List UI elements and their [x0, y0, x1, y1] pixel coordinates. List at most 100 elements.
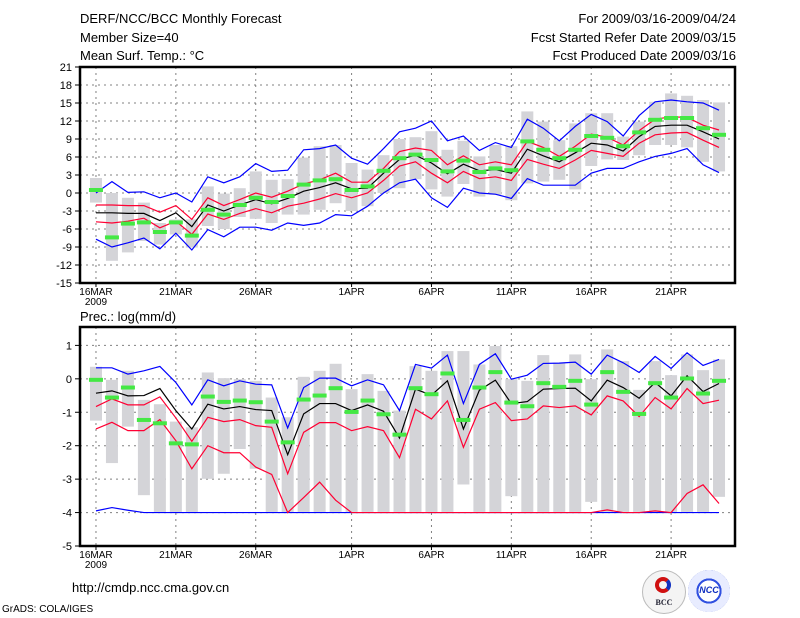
x-tick-label: 16MAR	[79, 550, 112, 561]
observed-marker	[280, 194, 295, 198]
x-tick-label: 11APR	[496, 550, 527, 561]
ensemble-box	[345, 163, 358, 211]
observed-marker	[120, 385, 135, 390]
observed-marker	[472, 385, 487, 390]
observed-marker	[104, 395, 119, 400]
observed-marker	[616, 389, 631, 394]
ensemble-box	[601, 349, 614, 512]
observed-marker	[232, 203, 247, 207]
x-tick-label: 11APR	[496, 287, 527, 298]
ensemble-box	[697, 370, 710, 512]
x-tick-label: 1APR	[339, 550, 365, 561]
forecast-period: For 2009/03/16-2009/04/24	[578, 11, 736, 26]
ensemble-box	[233, 379, 246, 450]
ensemble-box	[617, 361, 630, 512]
observed-marker	[440, 371, 455, 376]
ensemble-box	[585, 379, 598, 502]
chart-title: DERF/NCC/BCC Monthly Forecast	[80, 11, 282, 26]
ensemble-box	[633, 121, 646, 156]
ensemble-box	[105, 193, 118, 261]
y-tick-label: 21	[60, 62, 72, 74]
y-tick-label: 15	[60, 98, 72, 110]
observed-marker	[344, 409, 359, 414]
ensemble-box	[249, 171, 262, 219]
observed-marker	[424, 392, 439, 397]
ensemble-box	[553, 362, 566, 512]
observed-marker	[632, 411, 647, 416]
ensemble-mean-line	[95, 124, 720, 228]
ensemble-box	[377, 390, 390, 512]
observed-marker	[152, 421, 167, 426]
y-tick-label: 12	[60, 116, 72, 128]
bcc-logo: BCC	[642, 570, 686, 614]
observed-marker	[360, 398, 375, 403]
ncc-logo-text: NCC	[699, 585, 719, 595]
bcc-logo-text: BCC	[655, 598, 673, 607]
ensemble-min-line	[95, 147, 720, 251]
observed-marker	[376, 168, 391, 173]
y-tick-label: 9	[66, 134, 72, 146]
observed-marker	[424, 158, 439, 162]
y-tick-label: 0	[66, 188, 72, 200]
observed-marker	[584, 402, 599, 407]
y-tick-label: 3	[66, 170, 72, 182]
observed-marker	[152, 230, 167, 234]
ensemble-box	[649, 361, 662, 512]
spread-lower-line	[95, 131, 720, 236]
observed-marker	[696, 126, 711, 131]
observed-marker	[376, 412, 391, 417]
observed-marker	[680, 376, 695, 381]
ensemble-box	[361, 374, 374, 512]
observed-marker	[264, 200, 279, 204]
ensemble-box	[201, 186, 214, 226]
ensemble-box	[521, 111, 534, 184]
ensemble-box	[489, 346, 502, 512]
ensemble-box	[681, 95, 694, 148]
observed-marker	[136, 417, 151, 422]
y-tick-label: -9	[62, 242, 72, 254]
observed-marker	[456, 417, 471, 422]
observed-marker	[536, 381, 551, 386]
observed-marker	[488, 166, 503, 171]
observed-marker	[360, 184, 375, 189]
observed-marker	[712, 132, 727, 137]
ensemble-max-line	[95, 351, 720, 430]
observed-marker	[280, 440, 295, 445]
ensemble-box	[249, 380, 262, 469]
y-tick-label: 18	[60, 80, 72, 92]
ensemble-box	[377, 155, 390, 193]
ensemble-box	[473, 364, 486, 512]
observed-marker	[408, 386, 423, 391]
observed-marker	[392, 156, 407, 161]
y-tick-label: 1	[66, 340, 72, 352]
observed-marker	[312, 178, 327, 183]
x-tick-label: 21MAR	[159, 550, 192, 561]
x-tick-label: 21APR	[655, 550, 687, 561]
observed-marker	[536, 147, 551, 152]
observed-marker	[168, 220, 183, 225]
y-tick-label: -2	[62, 441, 72, 453]
ensemble-box	[569, 123, 582, 190]
observed-marker	[168, 441, 183, 446]
observed-marker	[248, 400, 263, 405]
observed-marker	[296, 182, 311, 187]
observed-marker	[616, 144, 631, 149]
observed-marker	[296, 397, 311, 402]
ensemble-box	[297, 376, 310, 512]
ensemble-box	[633, 389, 646, 512]
observed-marker	[680, 116, 695, 120]
observed-marker	[216, 399, 231, 404]
member-size: Member Size=40	[80, 30, 179, 45]
observed-marker	[392, 432, 407, 437]
spread-lower-line	[95, 418, 720, 514]
observed-marker	[600, 370, 615, 375]
ensemble-max-line	[95, 99, 720, 203]
y-tick-label: -6	[62, 224, 72, 236]
observed-marker	[344, 188, 359, 192]
observed-marker	[568, 378, 583, 383]
observed-marker	[184, 442, 199, 447]
y-tick-label: -15	[56, 278, 72, 290]
ensemble-box	[313, 370, 326, 512]
